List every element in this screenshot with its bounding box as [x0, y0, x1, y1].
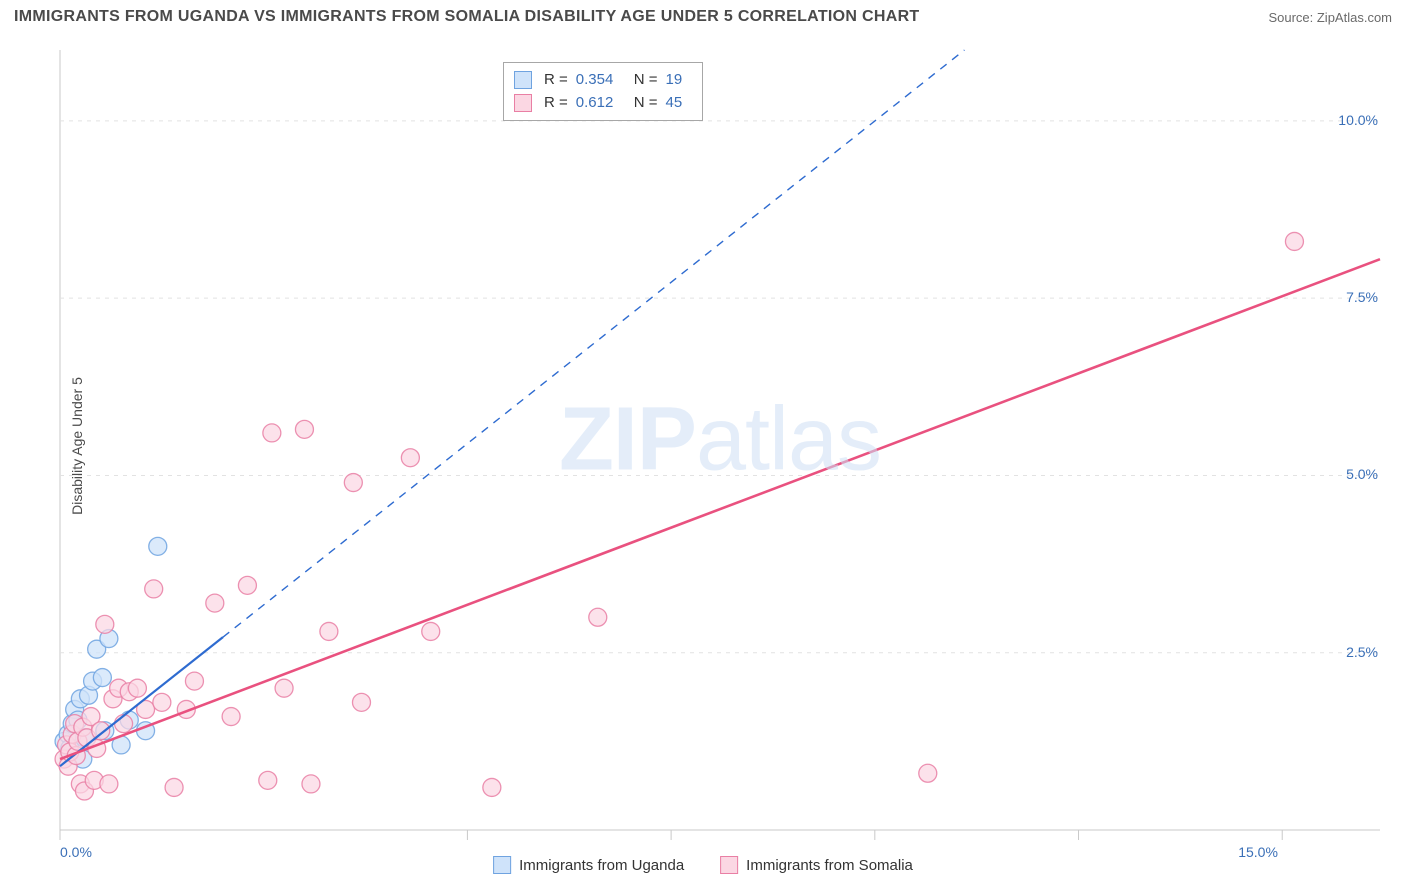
legend-item-label: Immigrants from Somalia: [746, 857, 913, 874]
y-tick-label: 7.5%: [1346, 289, 1378, 305]
stat-n-value: 19: [666, 69, 692, 92]
chart-source: Source: ZipAtlas.com: [1268, 10, 1392, 25]
legend-swatch-icon: [720, 856, 738, 874]
legend-swatch-icon: [493, 856, 511, 874]
stat-r-value: 0.612: [576, 92, 622, 115]
x-tick-label: 0.0%: [60, 844, 92, 860]
legend-stats-row: R = 0.354 N = 19: [514, 69, 692, 92]
stat-r-value: 0.354: [576, 69, 622, 92]
legend-item-label: Immigrants from Uganda: [519, 857, 684, 874]
stat-n-label: N =: [634, 92, 658, 115]
stat-r-label: R =: [544, 92, 568, 115]
stat-r-label: R =: [544, 69, 568, 92]
stat-n-value: 45: [666, 92, 692, 115]
legend-item: Immigrants from Somalia: [720, 856, 913, 874]
stat-n-label: N =: [634, 69, 658, 92]
chart-header: IMMIGRANTS FROM UGANDA VS IMMIGRANTS FRO…: [0, 0, 1406, 30]
chart-area: ZIPatlas R =0.354N =19R =0.612N =45 2.5%…: [50, 40, 1390, 840]
series-legend: Immigrants from Uganda Immigrants from So…: [493, 856, 913, 874]
correlation-legend: R = 0.354 N = 19 R = 0.612 N = 45: [503, 62, 703, 121]
legend-stats-row: R = 0.612 N = 45: [514, 92, 692, 115]
y-tick-label: 5.0%: [1346, 466, 1378, 482]
y-tick-label: 10.0%: [1338, 112, 1378, 128]
legend-swatch-icon: [514, 94, 532, 112]
legend-item: Immigrants from Uganda: [493, 856, 684, 874]
scatter-plot: [50, 40, 1390, 840]
chart-title: IMMIGRANTS FROM UGANDA VS IMMIGRANTS FRO…: [14, 8, 920, 26]
legend-swatch-icon: [514, 71, 532, 89]
x-tick-label: 15.0%: [1238, 844, 1278, 860]
y-tick-label: 2.5%: [1346, 644, 1378, 660]
